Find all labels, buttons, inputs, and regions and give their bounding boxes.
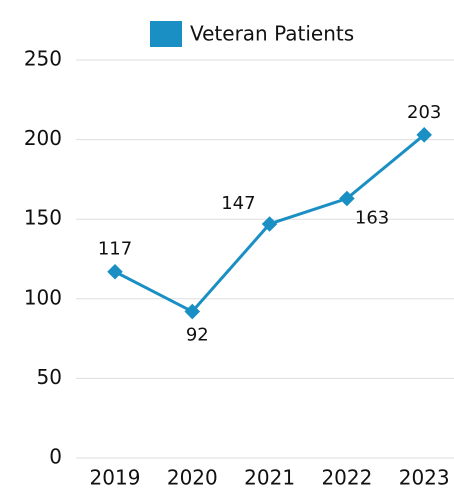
marker (339, 190, 355, 207)
data-label: 92 (186, 325, 209, 346)
y-tick-label: 0 (49, 445, 62, 469)
data-label: 117 (98, 239, 132, 260)
x-tick-label: 2021 (244, 466, 295, 490)
y-tick-label: 100 (24, 285, 62, 309)
x-tick-label: 2023 (399, 466, 450, 490)
marker (107, 263, 123, 280)
x-tick-label: 2022 (321, 466, 372, 490)
marker (416, 127, 432, 143)
y-tick-label: 50 (37, 365, 62, 389)
y-tick-label: 150 (24, 206, 62, 230)
x-tick-label: 2019 (90, 466, 141, 490)
data-label: 163 (355, 208, 389, 229)
legend-label: Veteran Patients (190, 22, 354, 46)
legend-swatch (150, 21, 182, 47)
x-tick-label: 2020 (167, 466, 218, 490)
data-label: 147 (221, 193, 255, 214)
y-tick-label: 250 (24, 47, 62, 71)
y-tick-label: 200 (24, 126, 62, 150)
data-label: 203 (407, 102, 441, 123)
marker (184, 303, 201, 320)
marker (261, 216, 278, 232)
